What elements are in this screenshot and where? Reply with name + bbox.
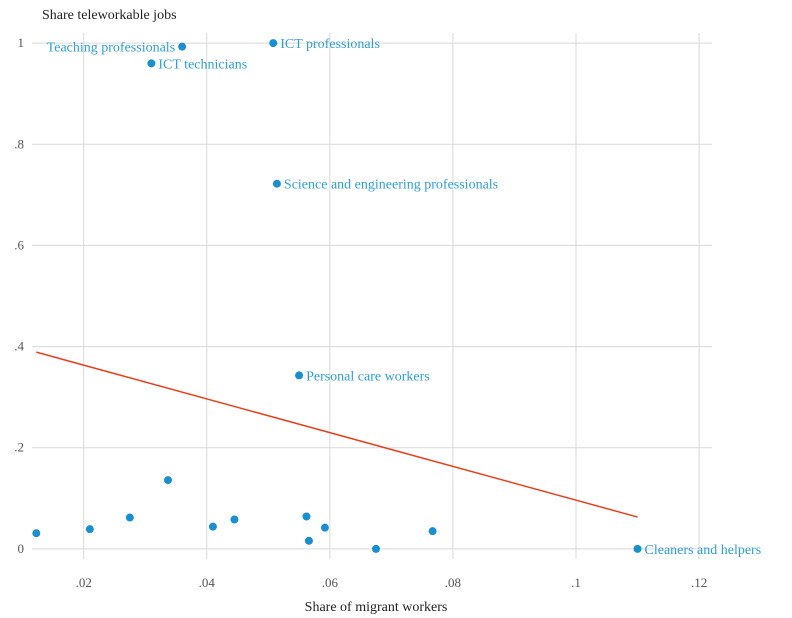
point-label: ICT technicians <box>158 57 247 72</box>
point-label: Cleaners and helpers <box>645 543 762 558</box>
y-tick-label: .6 <box>14 237 24 252</box>
data-point <box>295 371 304 380</box>
data-point <box>230 515 239 524</box>
data-point <box>147 59 156 68</box>
data-point <box>85 525 94 534</box>
data-point <box>32 529 41 538</box>
data-point <box>125 513 134 522</box>
data-point <box>320 523 329 532</box>
chart-title: Share teleworkable jobs <box>42 8 177 23</box>
data-point <box>208 522 217 531</box>
data-point <box>164 476 172 485</box>
data-point <box>178 42 187 51</box>
data-point <box>269 39 278 48</box>
x-tick-label: .04 <box>199 575 216 590</box>
fitted-line <box>36 351 638 518</box>
point-labels-layer: Teaching professionals ICT professionals I… <box>47 37 761 558</box>
y-tick-label: .8 <box>14 136 24 151</box>
x-tick-label: .08 <box>445 575 461 590</box>
data-point <box>428 527 437 536</box>
y-tick-label: .4 <box>14 339 24 354</box>
x-tick-label: .06 <box>322 575 339 590</box>
fit-line-layer <box>36 351 638 518</box>
data-point <box>372 544 380 553</box>
data-point <box>272 179 281 188</box>
data-point <box>633 544 642 553</box>
x-tick-label: .12 <box>691 575 707 590</box>
x-axis-label: Share of migrant workers <box>305 600 448 615</box>
data-point <box>304 536 313 545</box>
y-tick-label: 1 <box>18 35 25 50</box>
y-tick-label: 0 <box>18 541 25 556</box>
y-tick-label: .2 <box>14 440 24 455</box>
grid-layer <box>32 33 712 559</box>
x-tick-label: .1 <box>571 575 581 590</box>
point-label: Personal care workers <box>306 369 430 384</box>
point-label: Teaching professionals <box>47 41 175 56</box>
point-label: Science and engineering professionals <box>284 178 498 193</box>
x-tick-label: .02 <box>76 575 92 590</box>
tick-layer: 0 .2 .4 .6 .8 1 .02 .04 .06 .08 .1 .12 <box>14 35 707 590</box>
data-point <box>302 512 311 521</box>
points-layer <box>32 39 642 553</box>
point-label: ICT professionals <box>280 37 380 52</box>
